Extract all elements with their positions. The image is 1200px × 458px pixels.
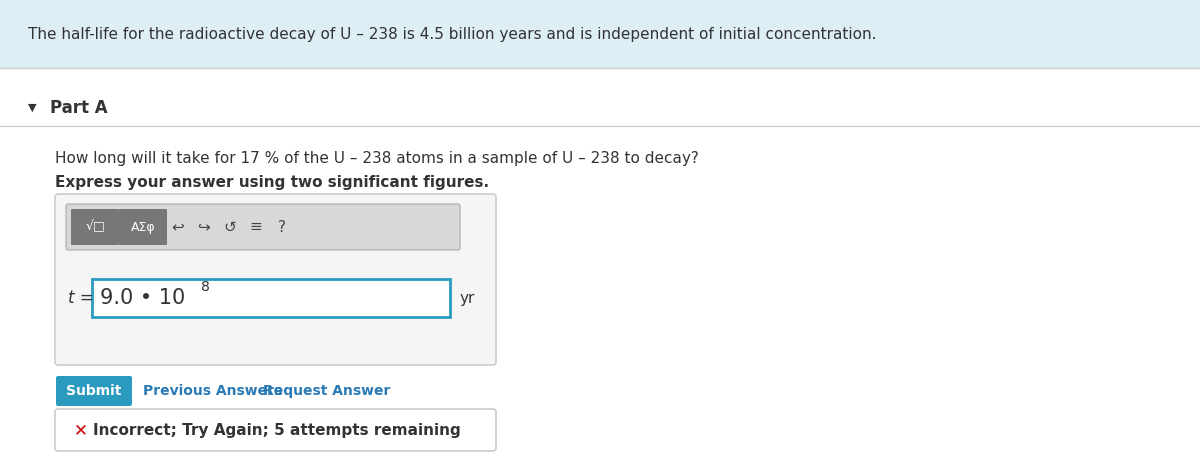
FancyBboxPatch shape: [55, 409, 496, 451]
Text: ↺: ↺: [223, 219, 236, 234]
Text: Request Answer: Request Answer: [263, 384, 390, 398]
FancyBboxPatch shape: [92, 279, 450, 317]
Text: ✕: ✕: [74, 421, 88, 439]
Text: ?: ?: [278, 219, 286, 234]
Text: Previous Answers: Previous Answers: [143, 384, 282, 398]
Text: Submit: Submit: [66, 384, 121, 398]
FancyBboxPatch shape: [119, 209, 167, 245]
FancyBboxPatch shape: [56, 376, 132, 406]
Text: How long will it take for 17 % of the U – 238 atoms in a sample of U – 238 to de: How long will it take for 17 % of the U …: [55, 151, 698, 165]
Text: ↪: ↪: [198, 219, 210, 234]
Text: t =: t =: [68, 289, 94, 307]
Text: Part A: Part A: [50, 99, 108, 117]
Text: 8: 8: [202, 280, 210, 294]
Text: √□: √□: [85, 220, 104, 234]
Text: 9.0 • 10: 9.0 • 10: [100, 288, 185, 308]
Text: yr: yr: [460, 290, 475, 305]
FancyBboxPatch shape: [71, 209, 119, 245]
Text: ↩: ↩: [172, 219, 185, 234]
Text: Incorrect; Try Again; 5 attempts remaining: Incorrect; Try Again; 5 attempts remaini…: [94, 422, 461, 437]
Text: AΣφ: AΣφ: [131, 220, 155, 234]
Text: ▼: ▼: [28, 103, 36, 113]
Text: ≡: ≡: [250, 219, 263, 234]
Text: Express your answer using two significant figures.: Express your answer using two significan…: [55, 174, 490, 190]
Text: The half-life for the radioactive decay of U – 238 is 4.5 billion years and is i: The half-life for the radioactive decay …: [28, 27, 876, 42]
FancyBboxPatch shape: [55, 194, 496, 365]
FancyBboxPatch shape: [66, 204, 460, 250]
FancyBboxPatch shape: [0, 0, 1200, 68]
